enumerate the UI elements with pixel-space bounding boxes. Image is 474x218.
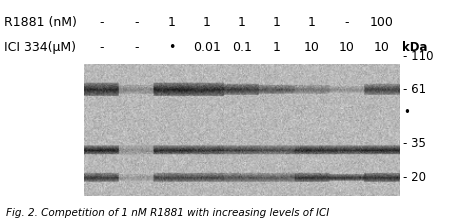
Text: R1881 (nM): R1881 (nM): [4, 16, 77, 29]
Text: -: -: [99, 16, 104, 29]
Text: ICI 334(μM): ICI 334(μM): [4, 41, 76, 54]
Text: 1: 1: [308, 16, 316, 29]
Text: 10: 10: [374, 41, 390, 54]
Text: 0.1: 0.1: [232, 41, 252, 54]
Text: 1: 1: [273, 41, 281, 54]
Text: - 110: - 110: [403, 51, 434, 63]
Text: 10: 10: [304, 41, 320, 54]
Text: 1: 1: [273, 16, 281, 29]
FancyBboxPatch shape: [84, 65, 400, 196]
Text: -: -: [345, 16, 349, 29]
Text: 1: 1: [168, 16, 175, 29]
Text: Fig. 2. Competition of 1 nM R1881 with increasing levels of ICI: Fig. 2. Competition of 1 nM R1881 with i…: [6, 208, 329, 218]
Text: 1: 1: [203, 16, 210, 29]
Text: - 20: - 20: [403, 170, 426, 184]
Text: - 61: - 61: [403, 83, 427, 96]
Text: 1: 1: [238, 16, 246, 29]
Text: •: •: [403, 106, 410, 119]
Text: -: -: [134, 16, 139, 29]
Text: -: -: [99, 41, 104, 54]
Text: •: •: [168, 41, 175, 54]
Text: 10: 10: [339, 41, 355, 54]
Text: 0.01: 0.01: [193, 41, 220, 54]
Text: 100: 100: [370, 16, 394, 29]
Text: - 35: - 35: [403, 137, 426, 150]
Text: -: -: [134, 41, 139, 54]
Text: kDa: kDa: [402, 41, 428, 54]
